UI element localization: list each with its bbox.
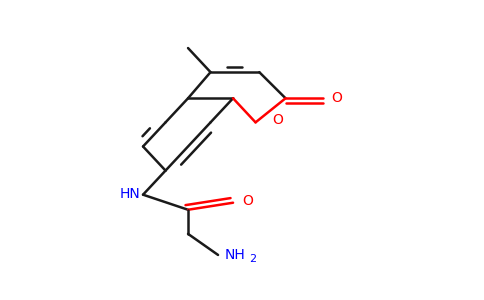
Text: O: O (332, 91, 342, 105)
Text: O: O (242, 194, 253, 208)
Text: HN: HN (119, 187, 140, 201)
Text: O: O (272, 113, 283, 128)
Text: NH: NH (225, 248, 245, 262)
Text: 2: 2 (249, 254, 257, 264)
